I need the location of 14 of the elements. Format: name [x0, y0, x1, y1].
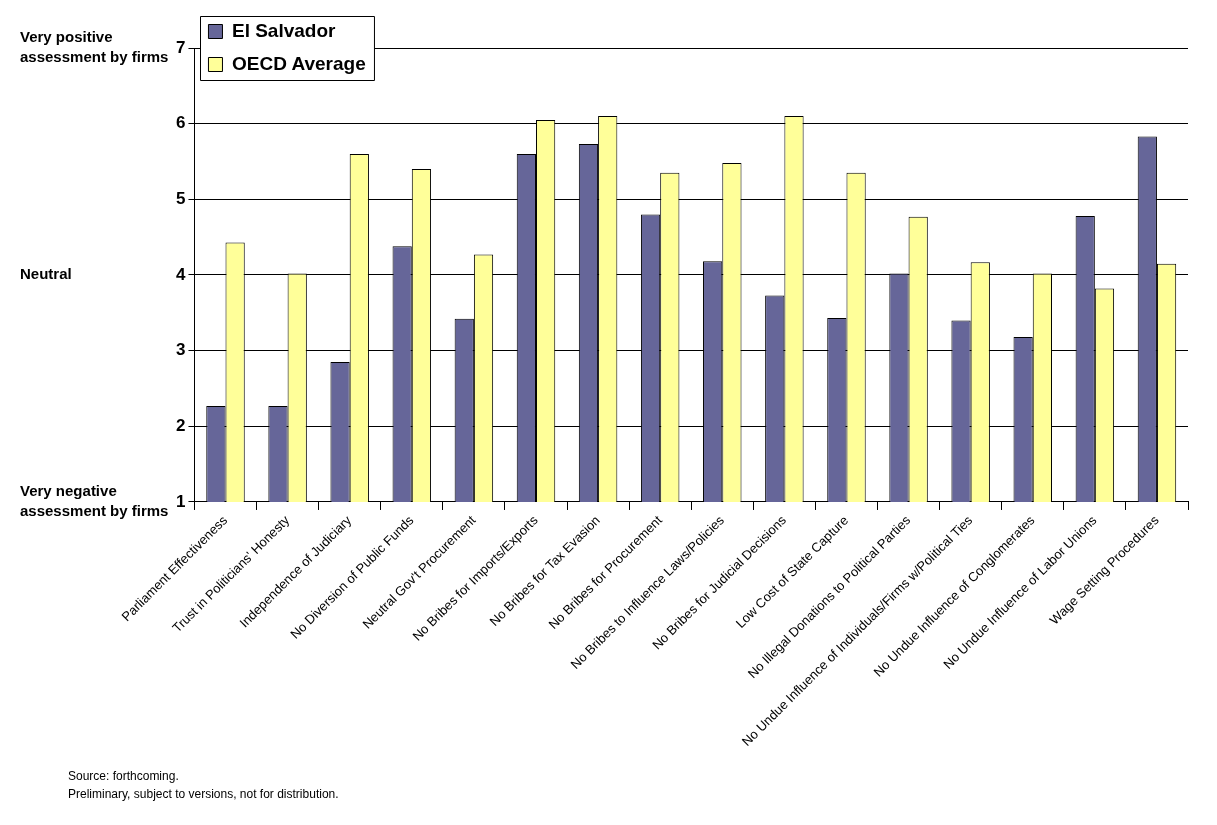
y-tick-label: 1: [175, 491, 186, 511]
y-tick-label: 2: [175, 416, 186, 435]
legend-label: OECD Average: [231, 52, 366, 74]
y-tick-label: 5: [175, 189, 186, 209]
text: Neutral: [20, 265, 72, 283]
text: Very negative assessment by firms: [20, 482, 169, 520]
legend-label: El Salvador: [231, 19, 337, 41]
text: Very positive assessment by firms: [20, 28, 169, 66]
y-tick-label: 3: [175, 340, 186, 360]
source-note: Source: forthcoming.: [68, 769, 179, 784]
text: Preliminary, subject to versions, not for distribution.: [68, 787, 339, 802]
y-tick-label: 6: [175, 113, 186, 133]
y-tick-label: 4: [175, 264, 186, 284]
y-tick-label: 7: [175, 37, 186, 57]
